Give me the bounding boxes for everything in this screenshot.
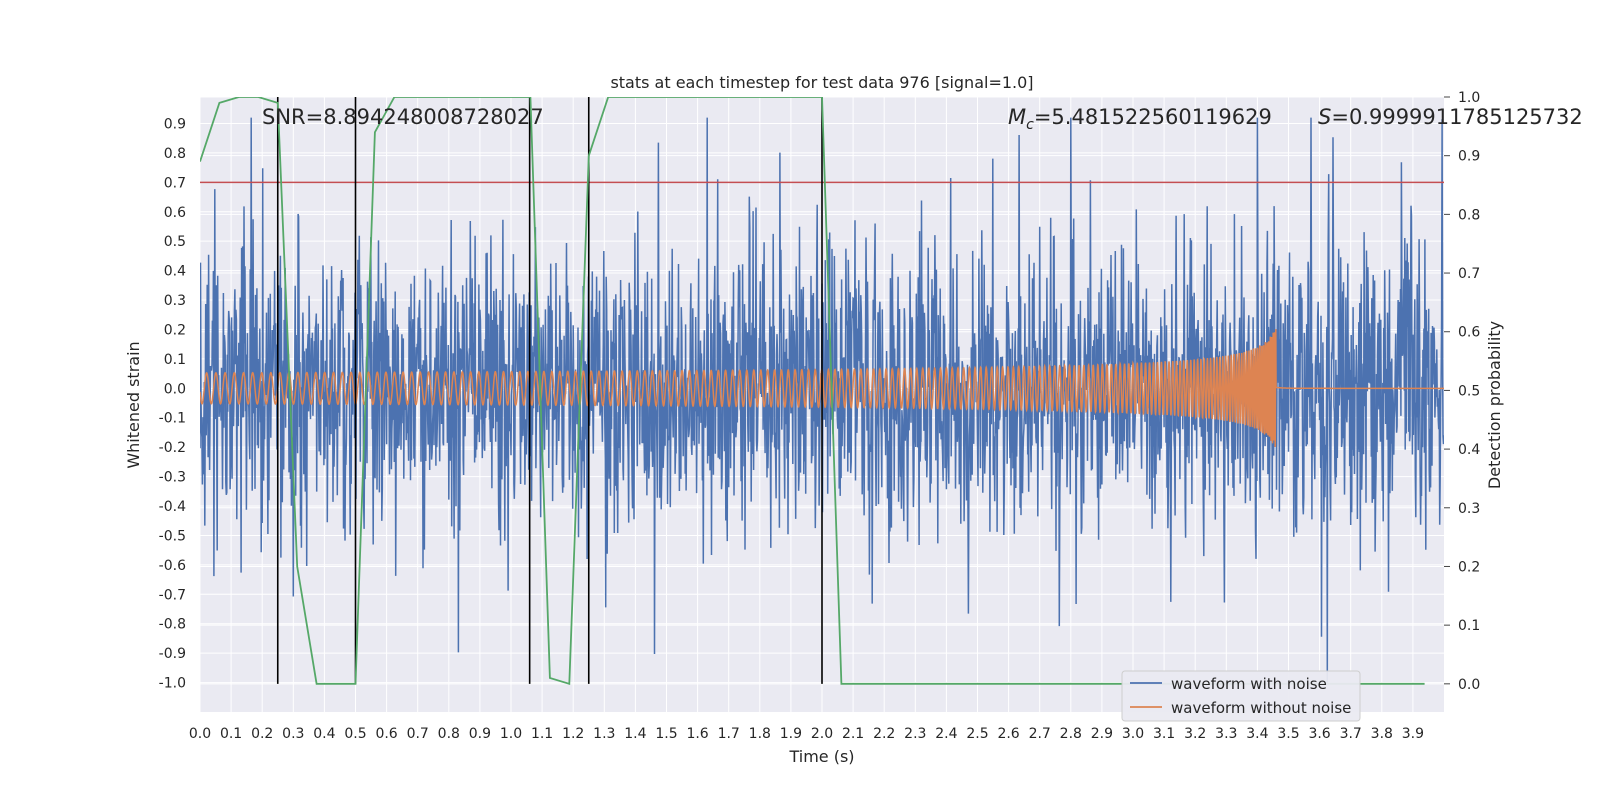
x-tick-label: 1.4 [624, 726, 646, 742]
x-tick-label: 0.7 [407, 726, 429, 742]
x-tick-label: 2.8 [1060, 726, 1082, 742]
y-tick-label: 0.2 [164, 322, 186, 338]
y-axis-label: Whitened strain [124, 341, 143, 468]
x-tick-label: 0.1 [220, 726, 242, 742]
legend-label-clean: waveform without noise [1171, 699, 1351, 717]
x-tick-label: 3.1 [1153, 726, 1175, 742]
x-tick-label: 0.9 [469, 726, 491, 742]
y-tick-label: 0.5 [164, 234, 186, 250]
x-tick-label: 3.7 [1340, 726, 1362, 742]
y-tick-label: 0.1 [164, 352, 186, 368]
y-tick-label: -0.2 [159, 440, 186, 456]
x-tick-label: 0.4 [313, 726, 335, 742]
x-tick-label: 2.2 [873, 726, 895, 742]
y-tick-label: -0.8 [159, 617, 186, 633]
x-tick-label: 0.5 [344, 726, 366, 742]
x-tick-label: 3.4 [1246, 726, 1268, 742]
legend-label-noisy: waveform with noise [1171, 675, 1327, 693]
x-tick-label: 0.0 [189, 726, 211, 742]
x-tick-label: 1.1 [531, 726, 553, 742]
x-tick-label: 1.7 [718, 726, 740, 742]
x-tick-label: 3.8 [1371, 726, 1393, 742]
y2-tick-label: 0.0 [1458, 677, 1480, 693]
chirp-mass-annotation: Mc=5.481522560119629 [1008, 105, 1272, 133]
y-tick-label: -0.4 [159, 499, 186, 515]
x-tick-label: 2.9 [1091, 726, 1113, 742]
x-tick-label: 1.0 [500, 726, 522, 742]
x-tick-label: 3.6 [1308, 726, 1330, 742]
y2-tick-label: 0.1 [1458, 618, 1480, 634]
x-tick-label: 3.2 [1184, 726, 1206, 742]
legend: waveform with noise waveform without noi… [1121, 670, 1361, 722]
x-tick-label: 1.6 [686, 726, 708, 742]
y-tick-label: -0.7 [159, 587, 186, 603]
snr-annotation: SNR=8.894248008728027 [262, 105, 544, 129]
y2-tick-label: 0.2 [1458, 559, 1480, 575]
score-value: =0.9999911785125732 [1331, 105, 1582, 129]
x-tick-label: 0.2 [251, 726, 273, 742]
y2-axis-label: Detection probability [1485, 321, 1504, 489]
x-tick-label: 2.0 [811, 726, 833, 742]
y-tick-label: 0.3 [164, 293, 186, 309]
x-tick-label: 0.3 [282, 726, 304, 742]
y2-tick-label: 0.5 [1458, 383, 1480, 399]
y-tick-label: -0.5 [159, 528, 186, 544]
legend-box [1121, 670, 1361, 722]
y2-tick-label: 0.9 [1458, 149, 1480, 165]
x-tick-label: 1.3 [593, 726, 615, 742]
y-tick-label: -0.1 [159, 411, 186, 427]
x-tick-label: 3.5 [1277, 726, 1299, 742]
y2-tick-label: 0.7 [1458, 266, 1480, 282]
x-tick-label: 2.7 [1029, 726, 1051, 742]
y-tick-label: -0.3 [159, 470, 186, 486]
x-tick-label: 1.8 [749, 726, 771, 742]
y2-tick-label: 0.4 [1458, 442, 1480, 458]
x-tick-label: 3.3 [1215, 726, 1237, 742]
y-tick-label: 0.8 [164, 146, 186, 162]
y2-tick-label: 0.8 [1458, 207, 1480, 223]
y-tick-label: 0.6 [164, 205, 186, 221]
x-tick-label: 1.2 [562, 726, 584, 742]
x-tick-label: 1.9 [780, 726, 802, 742]
x-tick-label: 2.3 [904, 726, 926, 742]
x-tick-label: 0.6 [375, 726, 397, 742]
y-tick-label: 0.4 [164, 264, 186, 280]
score-annotation: S=0.9999911785125732 [1318, 105, 1583, 129]
x-tick-label: 1.5 [655, 726, 677, 742]
chirp-mass-subscript: c [1026, 117, 1034, 133]
x-tick-label: 3.0 [1122, 726, 1144, 742]
y-tick-label: -1.0 [159, 676, 186, 692]
chirp-mass-symbol: M [1008, 105, 1026, 129]
y-tick-label: 0.7 [164, 175, 186, 191]
y-tick-label: 0.9 [164, 116, 186, 132]
x-tick-label: 2.5 [966, 726, 988, 742]
y2-tick-label: 0.6 [1458, 325, 1480, 341]
y2-tick-label: 0.3 [1458, 501, 1480, 517]
y2-tick-label: 1.0 [1458, 90, 1480, 106]
x-tick-label: 2.4 [935, 726, 957, 742]
chirp-mass-value: =5.481522560119629 [1034, 105, 1272, 129]
y-tick-label: -0.6 [159, 558, 186, 574]
score-symbol: S [1318, 105, 1331, 129]
x-tick-label: 3.9 [1402, 726, 1424, 742]
x-tick-label: 0.8 [438, 726, 460, 742]
chart-title: stats at each timestep for test data 976… [610, 73, 1033, 92]
x-tick-label: 2.6 [997, 726, 1019, 742]
y-tick-label: -0.9 [159, 646, 186, 662]
x-axis-label: Time (s) [788, 747, 854, 766]
x-tick-label: 2.1 [842, 726, 864, 742]
y-tick-label: 0.0 [164, 381, 186, 397]
